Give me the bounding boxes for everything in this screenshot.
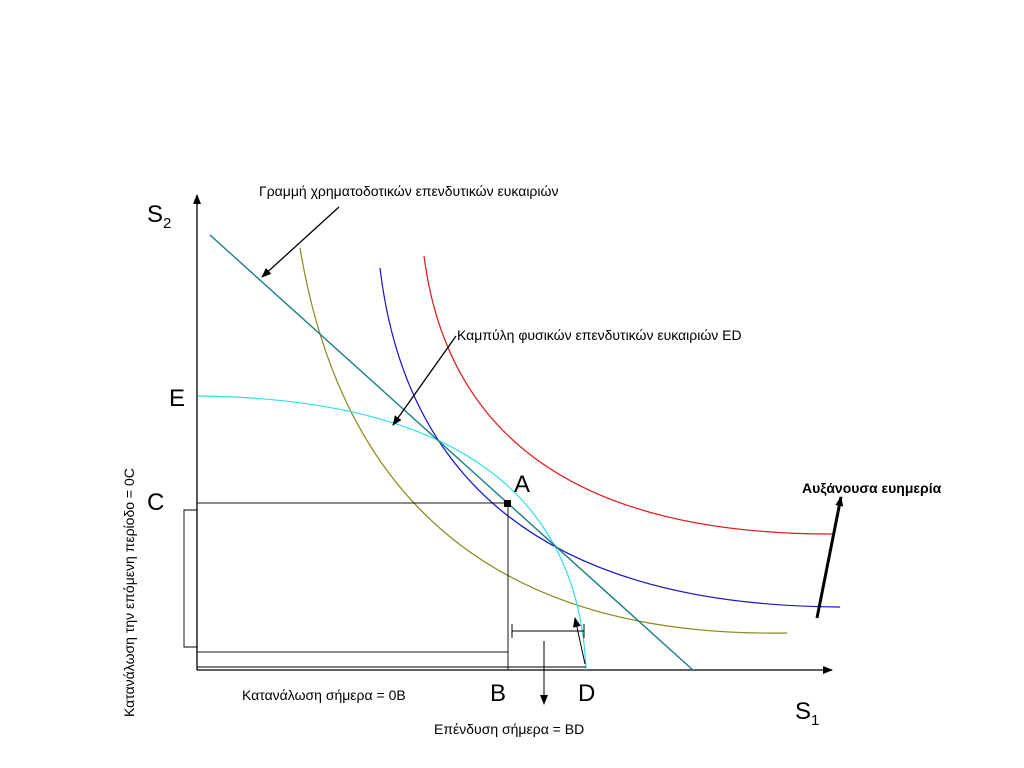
label-c: C bbox=[147, 489, 164, 516]
financial-line-pointer bbox=[261, 206, 340, 278]
indifference-curve-low bbox=[299, 247, 788, 634]
consumption-today-label: Κατανάλωση σήμερα = 0B bbox=[242, 687, 406, 703]
physical-curve-annotation: Καμπύλη φυσικών επενδυτικών ευκαιριών ED bbox=[457, 327, 742, 343]
investment-today-label: Επένδυση σήμερα = BD bbox=[434, 721, 584, 737]
x-axis-label: S1 bbox=[795, 698, 819, 729]
d-arrow bbox=[573, 617, 586, 665]
physical-curve-pointer bbox=[392, 335, 457, 426]
welfare-arrow bbox=[815, 496, 844, 619]
label-e: E bbox=[169, 385, 185, 412]
label-d: D bbox=[578, 680, 595, 707]
physical-investment-curve bbox=[197, 395, 587, 671]
indifference-curve-mid bbox=[379, 267, 841, 608]
label-a: A bbox=[514, 471, 530, 498]
consumption-next-bracket bbox=[183, 509, 197, 648]
welfare-annotation: Αυξάνουσα ευημερία bbox=[802, 480, 942, 496]
consumption-next-label: Κατανάλωση την επόμενη περίοδο = 0C bbox=[121, 468, 137, 717]
financial-line-annotation: Γραμμή χρηματοδοτικών επενδυτικών ευκαιρ… bbox=[259, 183, 558, 199]
point-a-marker bbox=[504, 500, 511, 507]
y-axis-label: S2 bbox=[147, 201, 171, 232]
consumption-rectangle bbox=[196, 502, 509, 653]
financial-investment-line bbox=[209, 234, 695, 672]
indifference-curve-high bbox=[423, 255, 835, 535]
label-b: B bbox=[490, 680, 506, 707]
